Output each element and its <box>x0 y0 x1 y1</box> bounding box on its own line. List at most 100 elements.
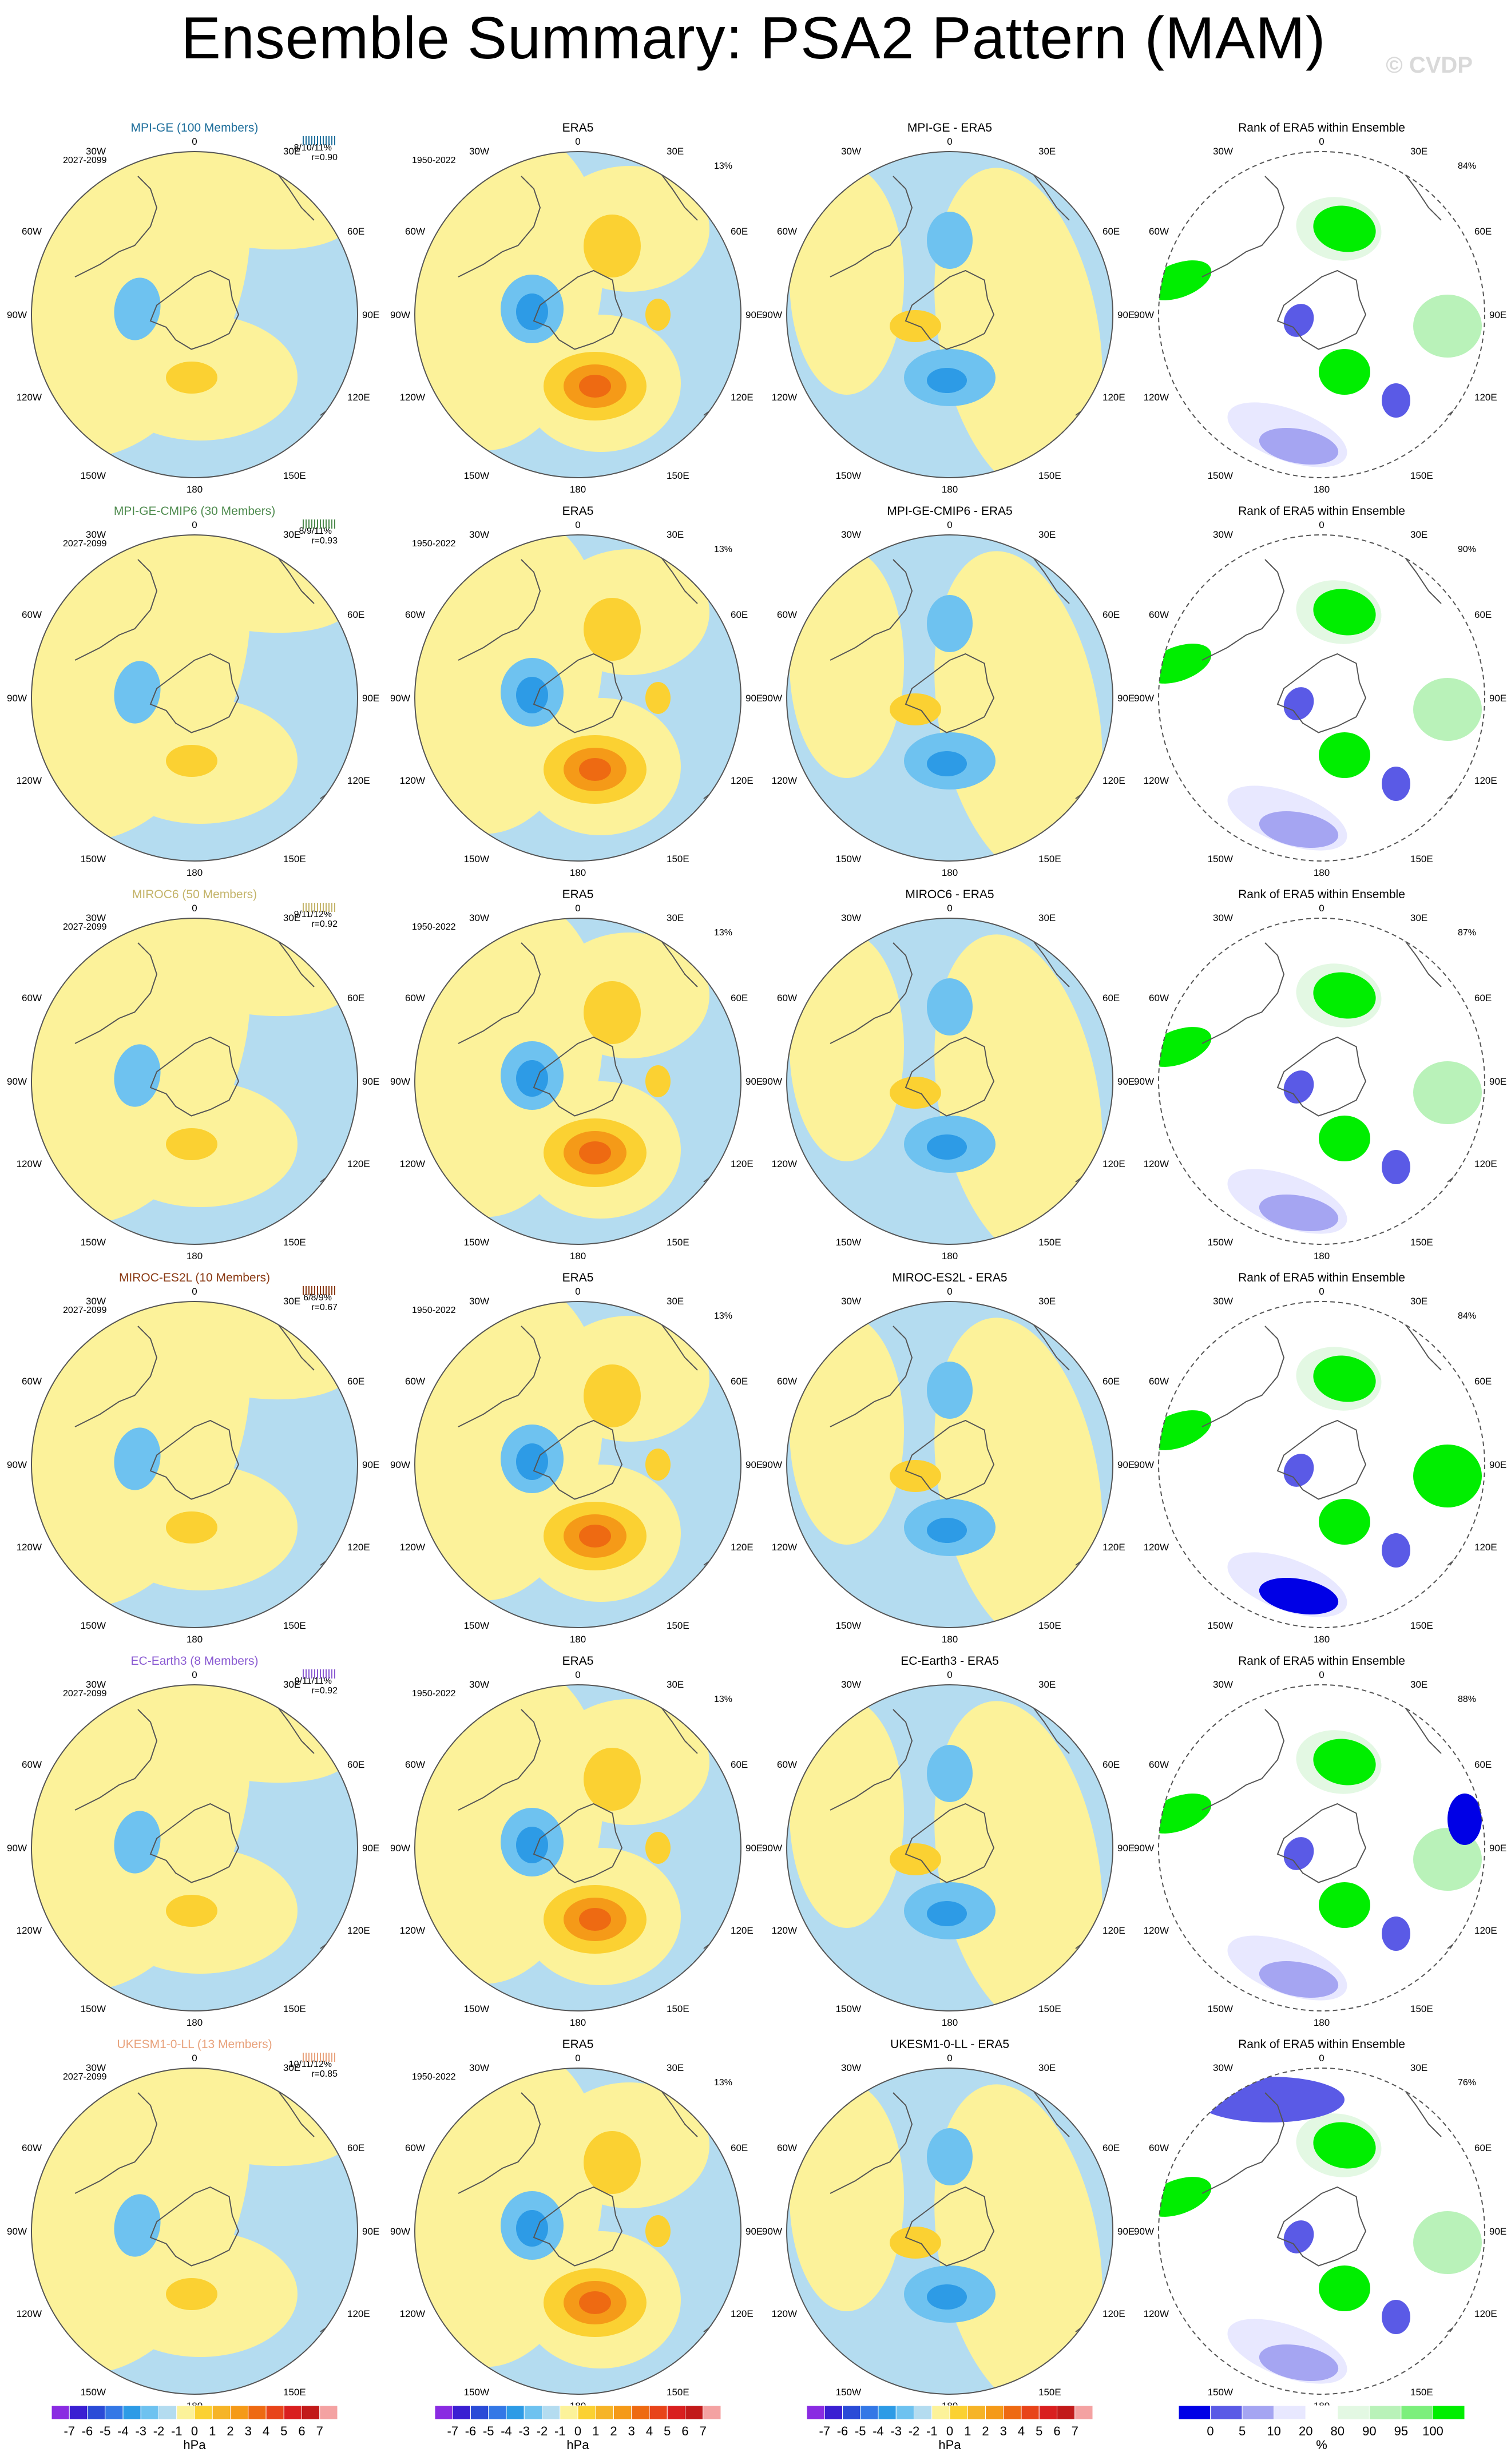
colorbar-tick-label: -5 <box>100 2424 111 2438</box>
south-america-outline <box>74 559 158 661</box>
longitude-label: 150W <box>464 1620 489 1631</box>
antarctica-outline <box>533 1803 623 1883</box>
map-boundary <box>414 1301 741 1628</box>
colorbar-tick-label: 7 <box>700 2424 707 2438</box>
longitude-label: 120E <box>1103 1925 1125 1936</box>
antarctica-outline <box>1276 1803 1367 1883</box>
colorbar-rank: 0 5 10 20 80 90 95 100% <box>1178 2405 1465 2452</box>
era5-title: ERA5 <box>562 121 594 134</box>
longitude-label: 120W <box>400 1542 425 1553</box>
map-boundary <box>31 1301 358 1628</box>
positive-anomaly-area <box>584 215 641 277</box>
south-america-outline <box>1201 1326 1285 1427</box>
colorbar-tick-label: -7 <box>447 2424 458 2438</box>
positive-anomaly-area <box>579 1908 611 1931</box>
longitude-label: 180 <box>942 484 958 495</box>
longitude-label: 30E <box>1410 1679 1427 1690</box>
longitude-label: 30W <box>1213 912 1233 923</box>
rank-percent: 84% <box>1458 1311 1476 1321</box>
positive-anomaly-area <box>890 1077 941 1109</box>
south-america-outline <box>1201 559 1285 661</box>
africa-outline <box>1397 2080 1442 2137</box>
map-field <box>415 918 741 1244</box>
negative-anomaly-area <box>927 1518 967 1543</box>
colorbar-swatch <box>649 2405 668 2420</box>
negative-anomaly-area <box>516 293 548 330</box>
colorbar-units: hPa <box>566 2438 589 2452</box>
south-america-outline <box>1201 2092 1285 2194</box>
colorbar-swatch <box>434 2405 453 2420</box>
africa-outline <box>1025 930 1070 987</box>
map-boundary <box>31 918 358 1245</box>
africa-outline <box>269 1696 315 1754</box>
map-panel-diff: 0 180 30W 30E 60W 60E 90W 90E 120W 120E 150W 150E <box>762 903 1135 1261</box>
longitude-label: 30W <box>86 1296 106 1307</box>
map-field <box>415 1685 741 2011</box>
colorbar-tick-label: 6 <box>1053 2424 1060 2438</box>
longitude-label: 150E <box>1038 2387 1061 2398</box>
colorbar-swatch <box>488 2405 507 2420</box>
longitude-label: 30E <box>1038 2062 1056 2073</box>
colorbar-swatch <box>87 2405 106 2420</box>
map-boundary <box>786 534 1113 862</box>
negative-anomaly-area <box>516 1827 548 1863</box>
rank-area <box>1319 1499 1370 1545</box>
longitude-label: 180 <box>187 2017 203 2028</box>
longitude-label: 60E <box>347 993 364 1003</box>
colorbar-tick-label: 10 <box>1267 2424 1280 2438</box>
longitude-label: 90W <box>390 1076 410 1087</box>
map-boundary <box>786 918 1113 1245</box>
longitude-label: 30E <box>1038 1679 1056 1690</box>
longitude-label: 60E <box>1474 609 1492 620</box>
rank-area <box>1259 811 1339 848</box>
longitude-label: 150W <box>81 2387 106 2398</box>
africa-outline <box>1025 163 1070 221</box>
africa-outline <box>1397 1696 1442 1754</box>
longitude-label: 120W <box>400 1158 425 1169</box>
longitude-label: 120E <box>731 2308 754 2319</box>
longitude-label: 120E <box>347 1158 370 1169</box>
colorbar-tick-label: 5 <box>664 2424 671 2438</box>
colorbar-swatch <box>967 2405 986 2420</box>
south-america-outline <box>1201 1709 1285 1811</box>
longitude-label: 0 <box>947 519 952 530</box>
longitude-label: 120W <box>1144 1542 1169 1553</box>
rank-area <box>1413 1445 1482 1507</box>
map-boundary <box>1158 534 1485 862</box>
era5-percent: 13% <box>714 1695 732 1704</box>
rank-title: Rank of ERA5 within Ensemble <box>1238 888 1405 901</box>
positive-anomaly-area <box>166 1128 217 1160</box>
colorbar-swatch <box>452 2405 471 2420</box>
colorbar-tick-label: -1 <box>554 2424 566 2438</box>
colorbar-swatch <box>140 2405 159 2420</box>
longitude-label: 120W <box>772 2308 797 2319</box>
colorbar-tick-label: 20 <box>1299 2424 1312 2438</box>
negative-anomaly-area <box>114 1044 161 1107</box>
longitude-label: 60E <box>347 2142 364 2153</box>
positive-anomaly-area <box>584 2131 641 2194</box>
longitude-label: 0 <box>1319 903 1324 914</box>
model-title: EC-Earth3 (8 Members) <box>131 1654 259 1668</box>
model-period: 2027-2099 <box>63 1306 107 1315</box>
longitude-label: 120E <box>1474 1925 1497 1936</box>
longitude-label: 90W <box>762 1843 782 1854</box>
africa-outline <box>1397 163 1442 221</box>
colorbar-units: hPa <box>938 2438 961 2452</box>
map-boundary <box>1158 1684 1485 2011</box>
longitude-label: 120W <box>1144 775 1169 786</box>
antarctica-outline <box>149 653 240 733</box>
model-period: 2027-2099 <box>63 2072 107 2082</box>
longitude-label: 60E <box>1103 993 1120 1003</box>
colorbar-tick-label: 2 <box>610 2424 617 2438</box>
map-boundary <box>31 2068 358 2395</box>
africa-outline <box>1397 1313 1442 1371</box>
colorbar-swatch <box>1305 2405 1338 2420</box>
negative-anomaly-area <box>114 661 161 724</box>
longitude-label: 150W <box>464 1237 489 1248</box>
rank-area <box>1283 1837 1314 1870</box>
longitude-label: 120W <box>772 775 797 786</box>
longitude-label: 150W <box>81 2003 106 2014</box>
positive-anomaly-area <box>934 1701 1103 2011</box>
longitude-label: 30E <box>667 1296 684 1307</box>
model-period: 2027-2099 <box>63 922 107 932</box>
